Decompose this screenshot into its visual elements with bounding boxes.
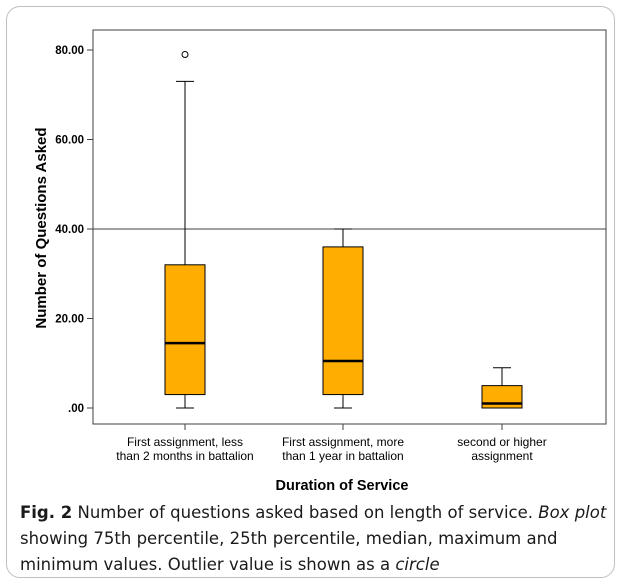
y-tick-label: 40.00 <box>55 224 84 236</box>
x-axis-label: Duration of Service <box>276 478 409 494</box>
y-tick-label: 60.00 <box>55 135 84 147</box>
y-tick-label: 20.00 <box>55 314 84 326</box>
y-axis-label: Number of Questions Asked <box>33 127 50 328</box>
box-1 <box>164 50 206 409</box>
y-tick-label: .00 <box>68 403 84 415</box>
box-plot-chart: .00 20.00 40.00 60.00 80.00 First assignment… <box>33 29 607 494</box>
outlier-point <box>181 50 189 58</box>
x-tick-label: First assignment, less than 2 months in b… <box>116 435 253 463</box>
caption-text-1: Number of questions asked based on lengt… <box>72 503 539 522</box>
y-tick-label: 80.00 <box>55 45 84 57</box>
caption-italic-1: Box plot <box>538 503 607 522</box>
iqr-box <box>164 264 206 396</box>
figure-card <box>6 6 615 578</box>
y-axis: .00 20.00 40.00 60.00 80.00 <box>55 45 93 415</box>
iqr-box <box>322 246 364 396</box>
plot-frame <box>92 29 607 425</box>
figure-caption: Fig. 2 Number of questions asked based o… <box>20 500 610 578</box>
box-2 <box>322 228 364 409</box>
boxes-group <box>164 50 523 409</box>
caption-text-2: showing 75th percentile, 25th percentile… <box>20 529 558 574</box>
x-tick-label: second or higher assignment <box>457 435 546 463</box>
box-3 <box>481 367 523 409</box>
figure-label: Fig. 2 <box>20 503 73 522</box>
caption-italic-2: circle <box>395 555 440 574</box>
x-tick-label: First assignment, more than 1 year in bat… <box>282 435 404 463</box>
x-axis: First assignment, less than 2 months in b… <box>116 424 547 463</box>
